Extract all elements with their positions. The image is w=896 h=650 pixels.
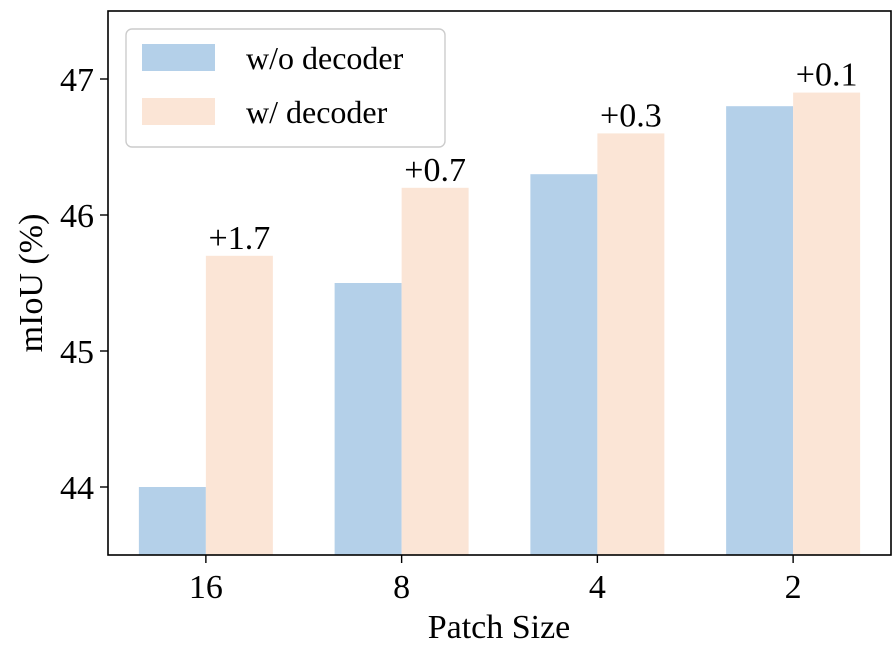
- annotation-8: +0.7: [404, 152, 466, 189]
- x-axis: 16 8 4 2: [189, 555, 802, 606]
- annotation-16: +1.7: [209, 220, 271, 257]
- annotation-4: +0.3: [600, 97, 662, 134]
- y-axis-label: mIoU (%): [13, 214, 50, 353]
- x-axis-label: Patch Size: [428, 609, 571, 646]
- legend-label-wo-decoder: w/o decoder: [246, 40, 404, 76]
- legend-swatch-w-decoder: [142, 98, 215, 125]
- y-axis: 44 45 46 47: [60, 62, 108, 507]
- x-tick-label-4: 4: [589, 569, 606, 606]
- bar-w-o-decoder-8: [334, 283, 402, 555]
- bar-w-decoder-2: [793, 92, 861, 555]
- bar-w-o-decoder-16: [138, 487, 206, 555]
- bar-w-decoder-4: [597, 133, 665, 555]
- bar-annotations: +1.7 +0.7 +0.3 +0.1: [209, 57, 858, 257]
- y-tick-label-45: 45: [60, 334, 94, 371]
- bar-w-o-decoder-4: [530, 174, 598, 555]
- annotation-2: +0.1: [796, 57, 858, 94]
- x-tick-label-2: 2: [785, 569, 802, 606]
- legend-label-w-decoder: w/ decoder: [246, 94, 388, 130]
- plot-frame: [107, 10, 892, 556]
- bar-w-o-decoder-2: [726, 106, 794, 555]
- y-tick-label-47: 47: [60, 62, 94, 99]
- bars-group: [138, 92, 861, 556]
- legend: w/o decoder w/ decoder: [125, 28, 446, 148]
- legend-swatch-wo-decoder: [142, 44, 215, 71]
- y-tick-label-44: 44: [60, 470, 94, 507]
- bar-w-decoder-16: [205, 255, 273, 556]
- x-tick-label-8: 8: [393, 569, 410, 606]
- x-tick-label-16: 16: [189, 569, 223, 606]
- bar-w-decoder-8: [401, 187, 469, 556]
- y-tick-label-46: 46: [60, 198, 94, 235]
